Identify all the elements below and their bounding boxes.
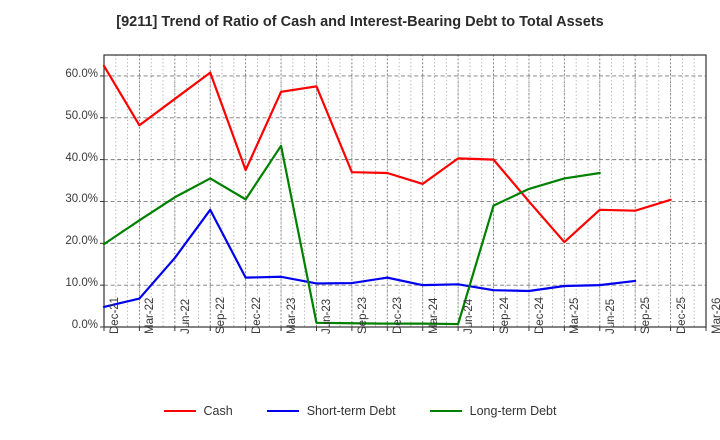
yaxis-tick-label: 10.0% (65, 277, 98, 290)
xaxis-tick-label: Mar-26 (711, 297, 720, 334)
xaxis-tick-label: Jun-25 (604, 298, 617, 334)
legend-color-swatch (163, 410, 196, 412)
xaxis-tick-label: Mar-24 (427, 297, 440, 334)
xaxis-tick-label: Mar-23 (286, 297, 299, 334)
legend-item[interactable]: Cash (163, 404, 233, 418)
xaxis-tick-label: Sep-25 (640, 296, 653, 334)
yaxis-tick-label: 60.0% (65, 67, 98, 80)
legend-label: Cash (203, 404, 233, 418)
xaxis-tick-label: Dec-21 (109, 296, 121, 334)
xaxis-tick-label: Jun-22 (179, 298, 192, 334)
series-line-cash (102, 64, 672, 244)
legend-color-swatch (266, 410, 299, 412)
xaxis-tick-label: Mar-22 (144, 297, 157, 334)
chart-title: [9211] Trend of Ratio of Cash and Intere… (116, 14, 604, 30)
xaxis-tick-label: Sep-24 (498, 296, 511, 334)
yaxis-tick-label: 50.0% (65, 109, 98, 122)
legend-label: Short-term Debt (306, 404, 396, 418)
series-line-long-term-debt (102, 144, 601, 326)
plot-border (103, 54, 707, 328)
xaxis-tick-label: Dec-22 (250, 296, 263, 334)
xaxis-tick-label: Mar-25 (569, 297, 582, 334)
legend-item[interactable]: Short-term Debt (266, 404, 396, 418)
xaxis-tick-label: Dec-23 (392, 296, 405, 334)
xaxis-tick-label: Jun-23 (321, 298, 334, 334)
legend-item[interactable]: Long-term Debt (429, 404, 557, 418)
chart-legend: Cash Short-term Debt Long-term Debt (0, 404, 720, 418)
legend-color-swatch (429, 410, 462, 412)
xaxis-tick-label: Sep-22 (215, 296, 228, 334)
yaxis-tick-label: 20.0% (65, 235, 98, 248)
legend-label: Long-term Debt (469, 404, 557, 418)
series-line-short-term-debt (102, 208, 637, 309)
yaxis-tick-label: 0.0% (71, 319, 98, 331)
xaxis-tick-label: Jun-24 (463, 298, 476, 334)
yaxis-tick-label: 40.0% (65, 151, 98, 164)
xaxis-tick-label: Sep-23 (356, 296, 369, 334)
xaxis-tick-label: Dec-24 (533, 296, 546, 334)
xaxis-tick-label: Dec-25 (675, 296, 688, 334)
yaxis-tick-label: 30.0% (65, 193, 98, 206)
